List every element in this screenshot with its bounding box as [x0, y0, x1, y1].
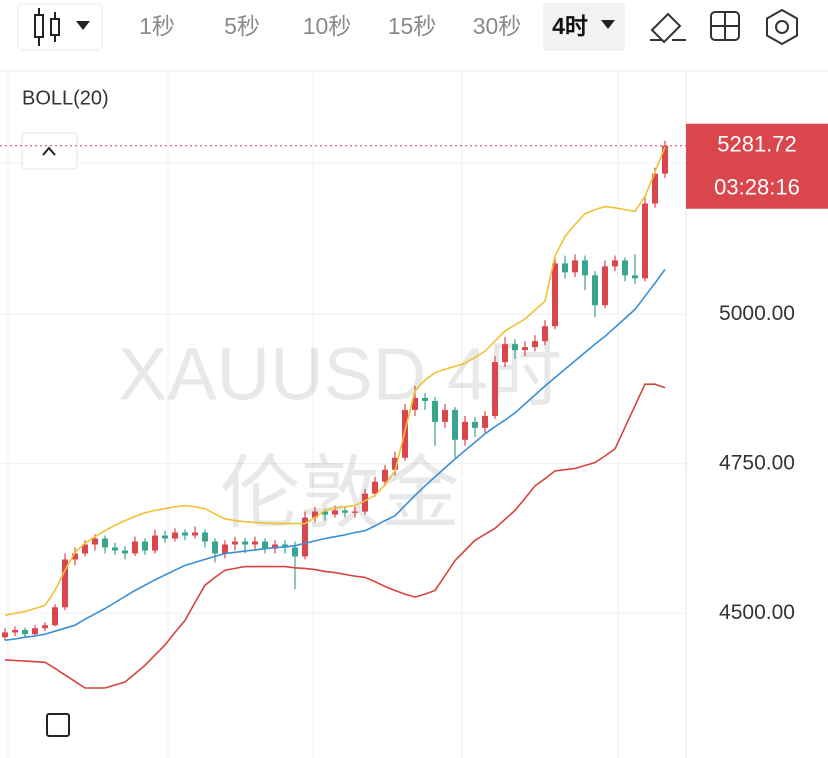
- watermark: XAUUSD 4时: [118, 333, 562, 416]
- candle-body: [522, 347, 528, 351]
- candle-body: [452, 409, 458, 440]
- candle-body: [122, 550, 128, 554]
- candle-body: [112, 547, 118, 551]
- candle-body: [372, 481, 378, 494]
- collapse-button[interactable]: [21, 132, 78, 170]
- y-tick-label: 4500.00: [719, 601, 795, 624]
- candle-body: [252, 541, 258, 545]
- candle-body: [602, 266, 608, 306]
- candle-body: [2, 632, 8, 638]
- y-tick-label: 4750.00: [719, 451, 795, 474]
- interval-button[interactable]: 4时: [552, 13, 588, 39]
- interval-button[interactable]: 5秒: [224, 13, 260, 39]
- candle-body: [82, 544, 88, 554]
- candle-body: [332, 510, 338, 515]
- dropdown-arrow: [76, 21, 90, 30]
- candle-body: [512, 344, 518, 351]
- interval-button[interactable]: 15秒: [388, 13, 437, 39]
- candle-body: [92, 538, 98, 545]
- active-interval-bg: [543, 3, 625, 51]
- candle-body: [72, 553, 78, 560]
- candle-body: [222, 544, 228, 554]
- candle-body: [52, 607, 58, 626]
- candle-body: [392, 457, 398, 470]
- candle-body: [562, 263, 568, 273]
- candle-body: [622, 260, 628, 276]
- last-price-label: 5281.72: [717, 132, 797, 157]
- interval-button[interactable]: 30秒: [473, 13, 522, 39]
- candle-body: [582, 260, 588, 276]
- boll-line: [4, 146, 666, 616]
- candle-body: [482, 415, 488, 428]
- candle-body: [132, 541, 138, 554]
- candle-body: [442, 409, 448, 422]
- candle-body: [262, 541, 268, 549]
- candle-body: [162, 535, 168, 539]
- candle-body: [592, 275, 598, 306]
- y-tick-label: 5000.00: [719, 302, 795, 325]
- candle-body: [142, 541, 148, 551]
- chevron-up: [42, 146, 56, 156]
- candle-body: [182, 532, 188, 536]
- candle-body: [472, 421, 478, 428]
- candle-body: [492, 362, 498, 416]
- candle-body: [352, 511, 358, 513]
- candle-body: [382, 469, 388, 482]
- layout-icon[interactable]: [710, 11, 740, 41]
- candle-body: [642, 203, 648, 279]
- candle-body: [652, 173, 658, 204]
- watermark: 伦敦金: [220, 449, 460, 538]
- candle-body: [242, 541, 248, 545]
- interval-button[interactable]: 10秒: [303, 13, 352, 39]
- candle-body: [552, 263, 558, 327]
- candle-body: [172, 532, 178, 539]
- candle-body: [62, 559, 68, 608]
- candle-body: [272, 544, 278, 549]
- settings-icon[interactable]: [766, 8, 798, 46]
- candle-body: [502, 344, 508, 363]
- price-tag: [686, 123, 828, 209]
- candle-body: [612, 260, 618, 267]
- candle-body: [292, 547, 298, 557]
- candle-body: [302, 517, 308, 557]
- checkbox[interactable]: [46, 713, 70, 737]
- dropdown-arrow: [601, 20, 615, 29]
- candle-body: [662, 145, 668, 174]
- candle-body: [542, 326, 548, 342]
- candle-body: [532, 341, 538, 348]
- candle-body: [42, 625, 48, 629]
- candle-body: [362, 493, 368, 512]
- grid: [0, 72, 686, 758]
- candle-body: [412, 397, 418, 410]
- candle-body: [342, 510, 348, 513]
- candle-body: [282, 544, 288, 548]
- candle-body: [322, 511, 328, 515]
- candles: [2, 140, 668, 641]
- candle-body: [32, 628, 38, 635]
- boll-line: [4, 383, 666, 689]
- toolbar: [0, 3, 828, 72]
- candle-icon: [34, 8, 60, 46]
- candle-body: [312, 511, 318, 518]
- candle-body: [572, 260, 578, 273]
- candle-body: [192, 532, 198, 536]
- candle-body: [152, 535, 158, 551]
- candle-body: [102, 538, 108, 548]
- candle-body: [22, 630, 28, 635]
- boll-line: [4, 268, 666, 641]
- candle-body: [202, 532, 208, 542]
- indicator-label: BOLL(20): [22, 87, 109, 109]
- candle-body: [12, 630, 18, 633]
- candle-body: [422, 397, 428, 401]
- interval-button[interactable]: 1秒: [139, 13, 175, 39]
- candle-body: [632, 275, 638, 279]
- draw-icon[interactable]: [650, 12, 686, 44]
- candle-body: [212, 541, 218, 554]
- countdown: 03:28:16: [714, 175, 800, 200]
- candle-body: [432, 400, 438, 422]
- candle-body: [232, 541, 238, 545]
- candle-body: [462, 421, 468, 440]
